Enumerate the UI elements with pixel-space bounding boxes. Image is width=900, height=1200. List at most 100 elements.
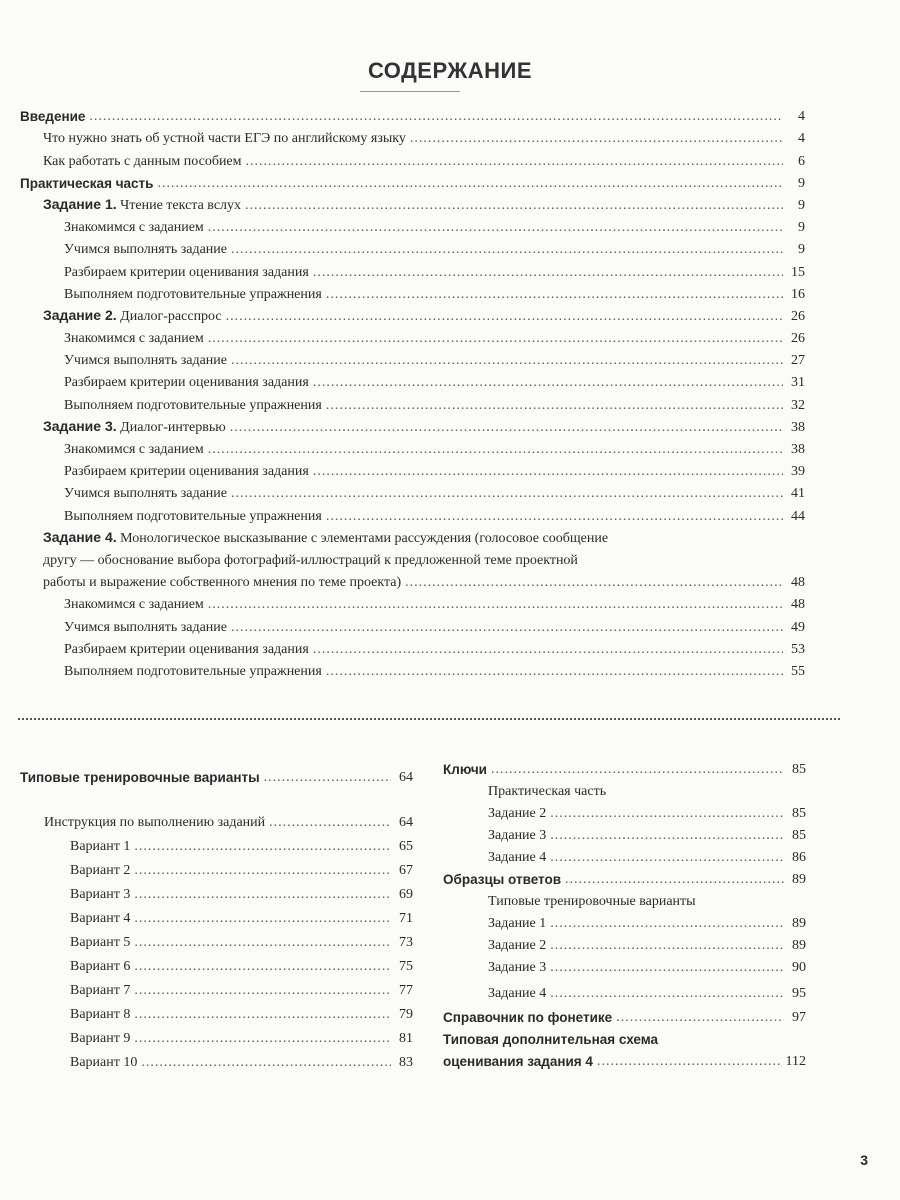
entry-page: 85 [792, 806, 806, 821]
entry-text: Учимся выполнять задание [64, 242, 227, 258]
entry-label: Разбираем критерии оценивания задания [64, 265, 309, 281]
entry-page: 77 [399, 983, 413, 998]
entry-text: Вариант 9 [70, 1031, 131, 1046]
entry-label: Типовая дополнительная схема [443, 1032, 658, 1048]
title-underline [360, 91, 460, 92]
dot-leader [326, 287, 783, 303]
entry-text: Задание 2 [488, 938, 547, 953]
entry-label: Вариант 10 [70, 1055, 137, 1071]
toc-entry: Вариант 3 69 [20, 879, 413, 903]
entry-page: 85 [792, 762, 806, 777]
entry-text: Знакомимся с заданием [64, 597, 204, 613]
entry-label: Ключи [443, 762, 487, 778]
entry-page: 16 [791, 286, 805, 302]
dot-leader [246, 154, 783, 170]
toc-entry: Выполняем подготовительные упражнения 16 [20, 281, 805, 303]
toc-entry: Выполняем подготовительные упражнения 44 [20, 502, 805, 524]
entry-text: Задание 3 [488, 828, 547, 843]
toc-entry: Разбираем критерии оценивания задания 15 [20, 258, 805, 280]
toc-entry: Разбираем критерии оценивания задания 39 [20, 458, 805, 480]
dot-leader [231, 620, 783, 636]
dot-leader [226, 309, 783, 325]
entry-page: 27 [791, 353, 805, 369]
dot-leader [597, 1054, 782, 1070]
entry-page: 31 [791, 375, 805, 391]
toc-entry: Разбираем критерии оценивания задания 31 [20, 369, 805, 391]
entry-label: Знакомимся с заданием [64, 331, 204, 347]
task-prefix: Задание 1. [43, 195, 117, 212]
dot-leader [405, 575, 783, 591]
entry-page: 97 [792, 1010, 806, 1025]
entry-page: 44 [791, 508, 805, 524]
dot-leader [616, 1010, 784, 1026]
entry-text: Разбираем критерии оценивания задания [64, 264, 309, 280]
entry-text: Вариант 8 [70, 1007, 131, 1022]
entry-label: Как работать с данным пособием [43, 154, 242, 170]
task-prefix: Задание 2. [43, 306, 117, 323]
dot-leader [550, 960, 784, 976]
dot-leader [134, 935, 391, 951]
entry-page: 38 [791, 419, 805, 435]
toc-entry: Знакомимся с заданием 48 [20, 591, 805, 613]
entry-label: Задание 3 [488, 960, 546, 976]
entry-label: Знакомимся с заданием [64, 220, 204, 236]
entry-label: Справочник по фонетике [443, 1010, 612, 1026]
entry-text: Типовые тренировочные варианты [20, 770, 260, 785]
entry-text: Выполняем подготовительные упражнения [64, 663, 322, 679]
entry-label: Задание 4. Монологическое высказывание с… [43, 529, 608, 547]
entry-label: Вариант 9 [70, 1031, 130, 1047]
toc-entry: Как работать с данным пособием 6 [20, 147, 805, 169]
entry-label: Разбираем критерии оценивания задания [64, 464, 309, 480]
entry-text: Учимся выполнять задание [64, 353, 227, 369]
entry-page: 55 [791, 663, 805, 679]
entry-text: Типовая дополнительная схема [443, 1032, 659, 1047]
toc-entry: Вариант 7 77 [20, 975, 413, 999]
dot-leader [141, 1055, 391, 1071]
entry-page: 26 [791, 331, 805, 347]
entry-page: 49 [791, 619, 805, 635]
toc-left-column: Типовые тренировочные варианты64 Инструкц… [20, 762, 413, 1071]
entry-page: 9 [798, 175, 805, 191]
dot-leader [208, 597, 783, 613]
toc-entry: Задание 1 89 [443, 910, 806, 932]
entry-text: Образцы ответов [443, 872, 561, 887]
entry-page: 26 [791, 308, 805, 324]
toc-entry: Разбираем критерии оценивания задания 53 [20, 636, 805, 658]
toc-entry: Выполняем подготовительные упражнения 32 [20, 391, 805, 413]
toc-entry: Образцы ответов 89 [443, 866, 806, 888]
dot-leader [245, 198, 783, 214]
toc-entry: Задание 2. Диалог-расспрос 26 [20, 303, 805, 325]
dot-leader [269, 815, 391, 831]
entry-page: 69 [399, 887, 413, 902]
dot-leader [157, 176, 783, 192]
toc-entry: Задание 3 85 [443, 822, 806, 844]
entry-text: Практическая часть [20, 175, 154, 191]
dot-leader [326, 509, 783, 525]
entry-label: Инструкция по выполнению заданий [44, 815, 265, 831]
entry-text: Вариант 3 [70, 887, 131, 902]
entry-label: Вариант 7 [70, 983, 130, 999]
dot-leader [231, 242, 783, 258]
entry-page: 41 [791, 486, 805, 502]
toc-entry: Типовые тренировочные варианты 64 [20, 762, 413, 786]
entry-page: 95 [792, 986, 806, 1001]
dot-leader [550, 828, 784, 844]
entry-text: Инструкция по выполнению заданий [44, 815, 266, 830]
entry-text: Справочник по фонетике [443, 1010, 613, 1025]
entry-text: Практическая часть [488, 784, 607, 799]
toc-entry: Учимся выполнять задание 41 [20, 480, 805, 502]
entry-label: Учимся выполнять задание [64, 242, 227, 258]
entry-label: Выполняем подготовительные упражнения [64, 509, 322, 525]
entry-label: Выполняем подготовительные упражнения [64, 664, 322, 680]
dot-leader [89, 109, 783, 125]
entry-label: Учимся выполнять задание [64, 486, 227, 502]
entry-label: Вариант 2 [70, 863, 130, 879]
entry-page: 65 [399, 839, 413, 854]
toc-main: Введение 4 Что нужно знать об устной части… [20, 103, 805, 680]
entry-page: 90 [792, 960, 806, 975]
dot-leader [313, 642, 783, 658]
entry-page: 89 [792, 872, 806, 887]
dot-leader [264, 770, 391, 786]
dot-leader [410, 131, 783, 147]
toc-entry: Вариант 9 81 [20, 1023, 413, 1047]
